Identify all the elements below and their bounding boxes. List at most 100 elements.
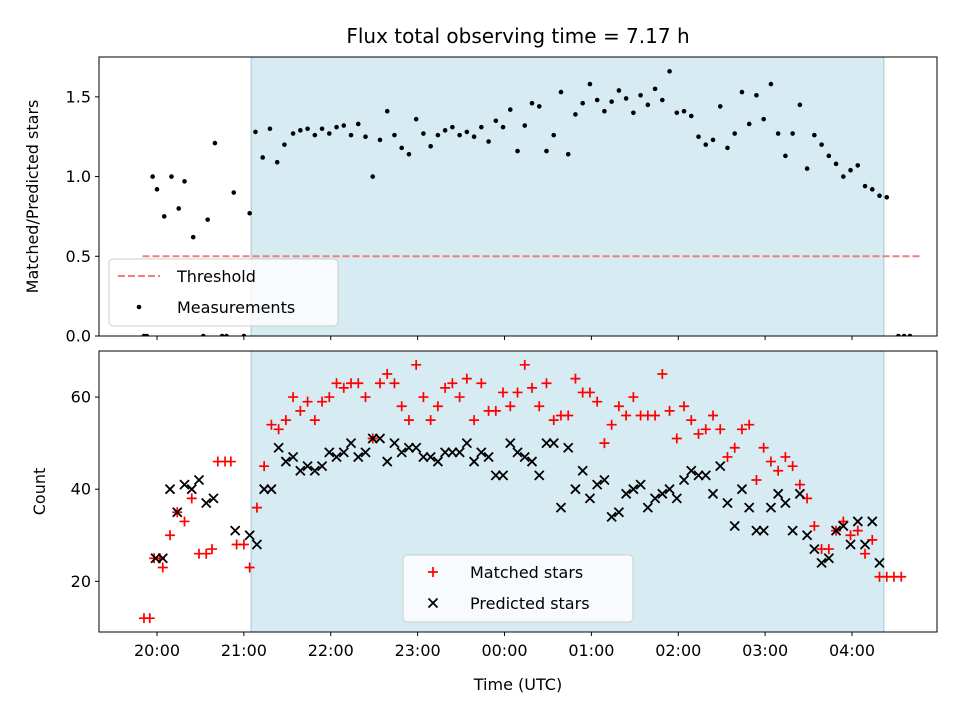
data-layer-bottom: [138, 359, 907, 624]
data-point: [744, 502, 755, 513]
data-point: [529, 100, 535, 106]
data-point: [144, 333, 150, 336]
data-point: [852, 525, 863, 536]
data-point: [565, 151, 571, 157]
data-point: [298, 128, 303, 133]
data-point: [635, 479, 646, 490]
data-point: [736, 484, 748, 495]
data-point: [190, 234, 196, 240]
data-point: [679, 401, 690, 412]
data-point: [780, 451, 791, 462]
data-point: [440, 382, 451, 393]
data-point: [244, 530, 255, 541]
data-point: [251, 539, 263, 550]
data-point: [667, 69, 672, 74]
data-point: [164, 484, 176, 495]
data-point: [182, 179, 187, 184]
data-point: [471, 134, 477, 140]
data-point: [302, 396, 313, 407]
data-point: [541, 378, 552, 389]
data-point: [587, 81, 593, 87]
data-point: [729, 520, 740, 532]
data-point: [751, 474, 762, 485]
data-point: [830, 525, 842, 536]
data-point: [620, 488, 632, 499]
data-point: [645, 102, 651, 108]
data-point: [280, 456, 292, 467]
data-point: [725, 145, 730, 151]
data-point: [809, 543, 820, 555]
y-axis-label: Matched/Predicted stars: [23, 100, 42, 294]
data-point: [801, 530, 813, 541]
data-point: [144, 613, 155, 624]
data-point: [442, 128, 448, 133]
data-point: [862, 183, 868, 189]
data-point: [657, 369, 668, 380]
data-point: [201, 497, 212, 509]
data-point: [476, 447, 487, 458]
x-tick-label: 20:00: [134, 641, 180, 660]
data-point: [447, 378, 458, 389]
data-point: [355, 121, 361, 127]
data-point: [787, 461, 798, 472]
data-point: [179, 516, 190, 527]
x-tick-label: 01:00: [568, 641, 614, 660]
data-point: [461, 437, 472, 449]
data-point: [526, 456, 538, 467]
data-point: [282, 142, 287, 147]
data-point: [519, 451, 530, 463]
data-point: [657, 488, 668, 499]
data-point: [732, 131, 738, 136]
data-point: [515, 148, 520, 154]
series-matched-stars: [138, 359, 907, 624]
data-point: [512, 447, 523, 458]
axes-bottom: 20 40 60 20:00 21:00 22:00 23:00 00:00 01:00 02:0…: [30, 350, 938, 694]
data-point: [638, 92, 643, 98]
data-point: [421, 131, 426, 136]
data-point: [877, 193, 882, 199]
data-point: [833, 161, 839, 167]
data-point: [288, 392, 299, 403]
data-point: [259, 461, 270, 472]
data-point: [527, 382, 538, 393]
data-point: [169, 174, 174, 179]
data-point: [715, 424, 726, 435]
data-point: [493, 118, 499, 124]
data-point: [592, 479, 603, 490]
data-point: [497, 470, 509, 481]
data-point: [312, 132, 318, 138]
data-point: [479, 124, 484, 130]
data-point: [845, 530, 856, 541]
data-point: [804, 166, 810, 171]
data-point: [469, 415, 480, 426]
data-point: [360, 447, 371, 458]
data-point: [660, 97, 665, 103]
data-point: [703, 142, 709, 147]
data-point: [290, 131, 296, 136]
y-tick-label: 20: [71, 572, 91, 591]
data-point: [594, 97, 600, 103]
data-point: [681, 108, 687, 114]
data-point: [609, 99, 614, 104]
data-point: [435, 132, 441, 138]
data-point: [860, 548, 871, 559]
y-tick-label: 0.5: [66, 247, 91, 266]
data-point: [717, 104, 723, 109]
data-point: [334, 124, 339, 130]
x-tick-label: 02:00: [655, 641, 701, 660]
data-point: [563, 410, 574, 421]
data-point: [464, 129, 470, 135]
legend-matched-swatch: [428, 567, 438, 577]
data-point: [428, 143, 433, 149]
x-axis-label: Time (UTC): [473, 675, 562, 694]
data-point: [819, 142, 824, 147]
data-point: [324, 392, 335, 403]
data-point: [534, 401, 545, 412]
x-tick-label: 00:00: [481, 641, 527, 660]
data-point: [238, 539, 249, 550]
data-point: [384, 108, 390, 114]
data-point: [563, 442, 574, 453]
data-point: [845, 539, 856, 550]
series-predicted-stars: [150, 433, 885, 569]
data-point: [396, 401, 407, 412]
